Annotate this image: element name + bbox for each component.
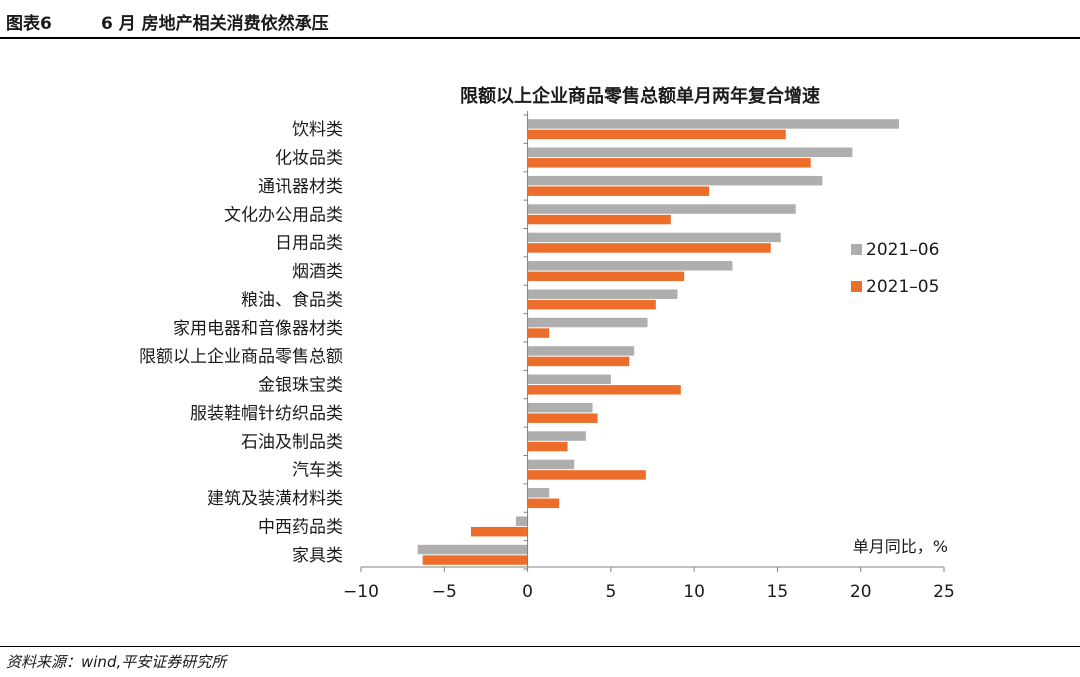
category-label: 汽车类	[292, 461, 343, 481]
category-label: 金银珠宝类	[258, 376, 343, 396]
category-label: 通讯器材类	[258, 177, 343, 197]
category-label: 文化办公用品类	[224, 205, 343, 225]
bar-2021-05	[527, 498, 560, 509]
bar-2021-06	[527, 147, 853, 158]
chart-title: 限额以上企业商品零售总额单月两年复合增速	[460, 85, 820, 107]
bar-2021-05	[527, 413, 598, 423]
bar-2021-06	[527, 261, 733, 271]
x-tick-label: 10	[683, 582, 705, 602]
bar-2021-06	[527, 374, 611, 385]
category-labels: 饮料类化妆品类通讯器材类文化办公用品类日用品类烟酒类粮油、食品类家用电器和音像器…	[139, 120, 343, 566]
category-label: 服装鞋帽针纺织品类	[190, 404, 343, 424]
figure-title: 6 月 房地产相关消费依然承压	[101, 14, 329, 34]
bar-2021-05	[527, 470, 646, 480]
bar-2021-06	[527, 232, 781, 243]
bar-2021-06	[527, 204, 796, 214]
bar-2021-06	[527, 119, 900, 129]
category-label: 建筑及装潢材料类	[207, 489, 343, 509]
x-tick-label: 25	[933, 582, 955, 602]
bar-2021-05	[422, 555, 528, 565]
figure-number: 图表6	[6, 14, 52, 34]
bar-2021-05	[527, 328, 550, 338]
category-label: 粮油、食品类	[241, 290, 343, 310]
bar-2021-05	[527, 129, 786, 140]
category-label: 烟酒类	[292, 262, 343, 282]
bar-2021-05	[527, 299, 656, 310]
x-tick-label: 20	[850, 582, 872, 602]
bar-2021-06	[527, 431, 586, 441]
category-label: 家用电器和音像器材类	[173, 319, 343, 339]
figure-header: 图表6 6 月 房地产相关消费依然承压	[0, 0, 1080, 39]
legend-label: 2021–06	[866, 240, 939, 260]
bar-2021-06	[527, 175, 823, 186]
source-note: 资料来源：wind,平安证券研究所	[6, 653, 227, 671]
unit-label: 单月同比，%	[853, 537, 948, 556]
legend-label: 2021–05	[866, 277, 939, 297]
bar-2021-05	[527, 214, 671, 225]
legend-swatch	[851, 281, 862, 292]
bar-2021-05	[527, 441, 568, 452]
bar-2021-06	[527, 459, 575, 470]
x-tick-label: 5	[605, 582, 616, 602]
x-axis: −10 −5 0 5 10 15 20 25	[343, 111, 955, 602]
bar-2021-05	[527, 158, 811, 168]
bar-2021-06	[527, 289, 678, 299]
bar-2021-06	[515, 516, 528, 526]
bar-chart: 限额以上企业商品零售总额单月两年复合增速 饮料类化妆品类通讯器材类文化办公用品类…	[139, 85, 955, 602]
x-tick-label: −10	[343, 582, 379, 602]
bar-2021-05	[470, 526, 528, 537]
bar-2021-06	[527, 402, 593, 413]
bar-2021-05	[527, 243, 771, 253]
category-label: 石油及制品类	[241, 432, 343, 452]
x-tick-label: 0	[522, 582, 533, 602]
legend-swatch	[851, 244, 862, 255]
category-label: 日用品类	[275, 234, 343, 254]
bar-2021-06	[527, 317, 648, 328]
legend: 2021–06 2021–05	[851, 240, 939, 297]
x-tick-label: 15	[767, 582, 789, 602]
bars	[417, 119, 900, 565]
bar-2021-05	[527, 271, 685, 282]
bar-2021-05	[527, 356, 630, 367]
bar-2021-05	[527, 385, 681, 395]
bar-2021-06	[417, 544, 528, 555]
category-label: 化妆品类	[275, 149, 343, 169]
bar-2021-06	[527, 488, 550, 498]
footer-divider	[0, 646, 1080, 647]
x-tick-label: −5	[432, 582, 457, 602]
category-label: 家具类	[292, 546, 343, 566]
bar-2021-05	[527, 186, 710, 196]
category-label: 中西药品类	[258, 517, 343, 537]
bar-2021-06	[527, 346, 635, 356]
category-label: 限额以上企业商品零售总额	[139, 347, 343, 367]
category-label: 饮料类	[292, 120, 343, 140]
